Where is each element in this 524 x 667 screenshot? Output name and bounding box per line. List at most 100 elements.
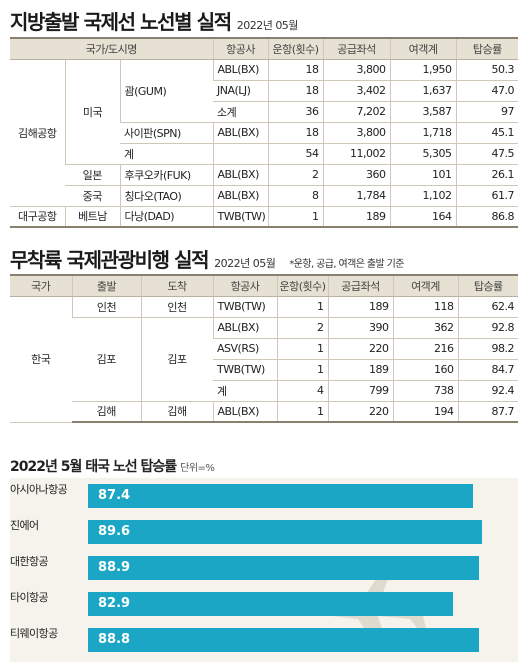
airline-cell: TWB(TW): [212, 206, 269, 228]
header-country-city: 국가/도시명: [10, 37, 214, 60]
table-row: ASV(RS) 1 220 216 98.2: [10, 338, 518, 360]
country-cell: 한국: [10, 296, 72, 423]
load-factor-cell: 26.1: [455, 164, 519, 186]
header-flights: 운항(횟수): [267, 37, 324, 60]
country-cell: 미국: [64, 59, 120, 165]
section2-date: 2022년 05월: [214, 257, 276, 270]
seats-cell: 189: [327, 296, 393, 318]
section1-heading: 지방출발 국제선 노선별 실적 2022년 05월: [10, 6, 298, 35]
airline-cell: TWB(TW): [212, 296, 277, 318]
seats-cell: 189: [327, 359, 393, 381]
load-factor-cell: 86.8: [455, 206, 519, 228]
airline-cell: ABL(BX): [212, 122, 269, 144]
load-factor-cell: 47.5: [455, 143, 519, 165]
table-row: 계 54 11,002 5,305 47.5: [10, 143, 519, 165]
section2-heading: 무착륙 국제관광비행 실적 2022년 05월 *운항, 공급, 여객은 출발 기준: [10, 244, 404, 273]
airport-cell: 김해공항: [10, 59, 65, 207]
flights-cell: 1: [276, 338, 328, 360]
flights-cell: 1: [276, 359, 328, 381]
arrival-cell: 인천: [140, 296, 213, 318]
table-row: 소계 36 7,202 3,587 97: [10, 101, 519, 123]
passengers-cell: 118: [392, 296, 458, 318]
total-label-cell: 계: [213, 380, 277, 402]
load-factor-cell: 92.4: [457, 380, 518, 402]
seats-cell: 7,202: [322, 101, 391, 123]
seats-cell: 220: [327, 338, 393, 360]
city-cell: 후쿠오카(FUK): [119, 164, 214, 186]
airline-cell: [212, 143, 269, 165]
flights-cell: 18: [267, 59, 324, 81]
header-seats: 공급좌석: [322, 37, 391, 60]
passengers-cell: 164: [389, 206, 457, 228]
flights-cell: 8: [267, 185, 324, 207]
load-factor-cell: 98.2: [457, 338, 518, 360]
flights-cell: 2: [267, 164, 324, 186]
flights-cell: 4: [276, 380, 328, 402]
load-factor-cell: 84.7: [457, 359, 518, 381]
header-airline: 항공사: [212, 37, 269, 60]
flights-cell: 1: [276, 296, 328, 318]
flights-cell: 54: [267, 143, 324, 165]
bar-value-label: 87.4: [98, 488, 131, 503]
section1-date: 2022년 05월: [236, 19, 299, 32]
header-load-factor: 탑승률: [455, 37, 519, 60]
flights-cell: 2: [276, 317, 328, 339]
bar-category-label: 타이항공: [10, 591, 49, 604]
flights-cell: 1: [267, 206, 324, 228]
bar: 88.8: [88, 628, 479, 652]
header-flights: 운항(횟수): [276, 274, 328, 297]
section2-note: *운항, 공급, 여객은 출발 기준: [289, 259, 404, 270]
table-row: JNA(LJ) 18 3,402 1,637 47.0: [10, 80, 519, 102]
header-seats: 공급좌석: [327, 274, 393, 297]
table-row: 한국 인천 인천 TWB(TW) 1 189 118 62.4: [10, 296, 518, 423]
bar-category-label: 대한항공: [10, 555, 49, 568]
city-cell: 괌(GUM): [119, 59, 214, 123]
table-header-row: 국가/도시명 항공사 운항(횟수) 공급좌석 여객계 탑승률: [10, 37, 519, 60]
passengers-cell: 1,102: [389, 185, 457, 207]
header-load-factor: 탑승률: [457, 274, 518, 297]
load-factor-cell: 87.7: [457, 401, 518, 423]
bar-value-label: 88.9: [98, 560, 131, 575]
bar: 82.9: [88, 592, 453, 616]
seats-cell: 3,402: [322, 80, 391, 102]
flights-cell: 18: [267, 122, 324, 144]
no-landing-flight-table: 국가 출발 도착 항공사 운항(횟수) 공급좌석 여객계 탑승률 한국 인천 인…: [10, 274, 518, 423]
passengers-cell: 362: [392, 317, 458, 339]
load-factor-cell: 50.3: [455, 59, 519, 81]
airline-cell: ABL(BX): [212, 185, 269, 207]
seats-cell: 799: [327, 380, 393, 402]
departure-cell: 김포: [72, 317, 141, 402]
table-row: 김해공항 미국 괌(GUM) ABL(BX) 18 3,800 1,950 50…: [10, 59, 519, 207]
passengers-cell: 3,587: [389, 101, 457, 123]
table-row: 중국 칭다오(TAO) ABL(BX) 8 1,784 1,102 61.7: [10, 185, 519, 207]
airport-cell: 대구공항: [10, 206, 65, 228]
seats-cell: 1,784: [322, 185, 391, 207]
bar: 88.9: [88, 556, 479, 580]
section1-title: 지방출발 국제선 노선별 실적: [10, 10, 232, 34]
seats-cell: 11,002: [322, 143, 391, 165]
load-factor-cell: 61.7: [455, 185, 519, 207]
flights-cell: 1: [276, 401, 328, 423]
header-passengers: 여객계: [389, 37, 457, 60]
departure-cell: 인천: [71, 296, 141, 318]
airline-cell: JNA(LJ): [213, 80, 269, 102]
table-row: 계 4 799 738 92.4: [10, 380, 518, 402]
section2-title: 무착륙 국제관광비행 실적: [10, 248, 210, 272]
passengers-cell: 738: [392, 380, 458, 402]
bar-category-label: 진에어: [10, 519, 39, 532]
passengers-cell: 160: [392, 359, 458, 381]
load-factor-cell: 45.1: [455, 122, 519, 144]
total-label-cell: 계: [120, 143, 214, 165]
airline-cell: ABL(BX): [212, 401, 277, 423]
chart-unit: 단위=%: [180, 463, 215, 474]
passengers-cell: 101: [389, 164, 457, 186]
airline-cell: ABL(BX): [212, 164, 269, 186]
country-cell: 베트남: [64, 206, 120, 228]
load-factor-cell: 97: [455, 101, 519, 123]
table-row: 대구공항 베트남 다낭(DAD) TWB(TW) 1 189 164 86.8: [10, 206, 519, 228]
passengers-cell: 1,718: [389, 122, 457, 144]
table-row: 사이판(SPN) ABL(BX) 18 3,800 1,718 45.1: [10, 122, 519, 144]
seats-cell: 3,800: [322, 59, 391, 81]
header-passengers: 여객계: [392, 274, 458, 297]
table-row: 김포 김포 ABL(BX) 2 390 362 92.8: [10, 317, 518, 402]
